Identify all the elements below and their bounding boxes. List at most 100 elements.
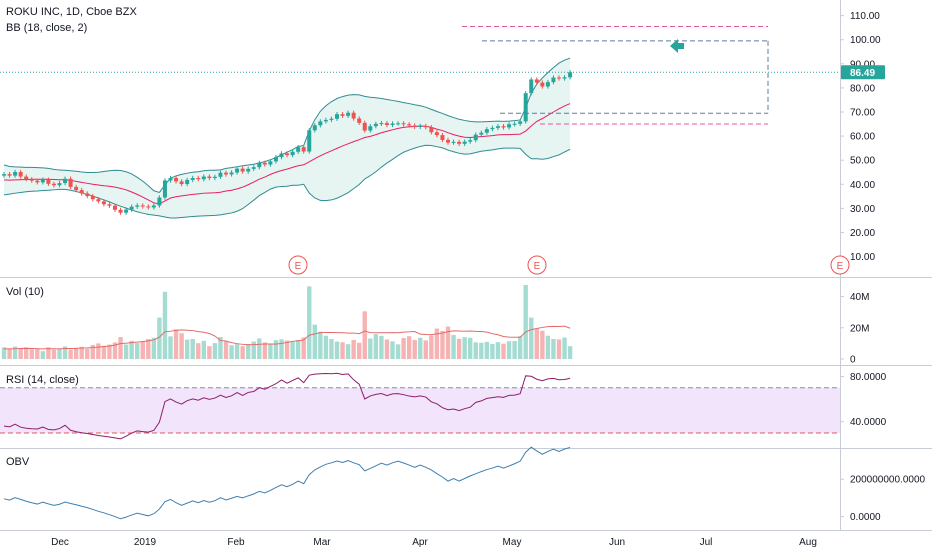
volume-bar [379, 335, 384, 359]
volume-bar [384, 339, 390, 359]
candle-body [101, 201, 106, 205]
price-tick-label: 50.00 [850, 156, 875, 167]
candle-body [74, 186, 79, 191]
time-tick-label: 2019 [134, 537, 157, 548]
price-tick-label: 10.00 [850, 252, 875, 263]
time-tick-label: Apr [412, 537, 428, 548]
volume-bar [484, 341, 490, 359]
candle-body [557, 77, 561, 79]
earnings-marker [527, 255, 547, 275]
volume-bar [24, 347, 29, 359]
volume-bar [284, 340, 290, 359]
candle-body [185, 179, 190, 185]
volume-bar [73, 347, 79, 359]
volume-bar [151, 337, 157, 359]
candle-body [251, 167, 256, 169]
obv-line [3, 446, 571, 520]
volume-bar [118, 337, 123, 359]
volume-bar [551, 339, 556, 359]
time-tick-label: May [503, 537, 522, 548]
candle-body [446, 139, 450, 143]
volume-tick-label: 0 [850, 355, 856, 366]
candle-body [373, 123, 378, 127]
candle-body [462, 141, 467, 144]
candle-body [229, 172, 234, 175]
candle-body [490, 127, 495, 130]
volume-bar [368, 338, 373, 359]
price-tick-label: 60.00 [850, 132, 875, 143]
candle-body [240, 168, 245, 172]
volume-tick-label: 20M [850, 323, 869, 334]
volume-bar [357, 342, 362, 359]
volume-bar [173, 329, 179, 359]
volume-bar [307, 286, 312, 359]
candle-body [418, 125, 423, 127]
volume-bar [90, 344, 95, 359]
earnings-marker-label: E [837, 261, 844, 272]
candle-body [562, 77, 567, 79]
candle-body [329, 118, 334, 120]
candle-body [57, 183, 62, 186]
volume-bar [512, 341, 517, 359]
candle-body [534, 79, 539, 83]
candle-body [129, 206, 134, 210]
candle-body [540, 82, 545, 87]
current-price-label: 86.49 [850, 68, 875, 79]
volume-bar [179, 333, 184, 359]
candle-body [124, 209, 129, 213]
volume-bar [62, 346, 68, 359]
rsi-tick-label: 80.0000 [850, 372, 887, 383]
volume-bar [406, 336, 412, 359]
candle-body [390, 123, 395, 126]
candle-body [190, 178, 195, 180]
candle-body [268, 161, 273, 165]
volume-tick-label: 40M [850, 292, 869, 303]
candle-body [224, 172, 228, 175]
volume-bar [262, 342, 268, 359]
volume-bar [440, 330, 445, 359]
candle-body [379, 123, 384, 125]
volume-bar [168, 336, 173, 359]
volume-bar [329, 339, 334, 359]
candle-body [401, 123, 406, 125]
candle-body [79, 190, 84, 194]
candle-body [518, 121, 523, 124]
volume-bar [196, 343, 201, 359]
candle-body [468, 140, 473, 142]
volume-bar [517, 336, 523, 359]
candle-body [68, 178, 73, 187]
earnings-marker [830, 255, 850, 275]
volume-bar [495, 342, 501, 359]
candle-body [357, 118, 362, 123]
volume-bar [246, 344, 251, 359]
volume-bar [218, 336, 223, 359]
time-tick-label: Jun [609, 537, 625, 548]
price-tick-label: 100.00 [850, 35, 881, 46]
candle-body [312, 125, 317, 131]
volume-bar [68, 349, 73, 359]
volume-bar [362, 311, 367, 359]
volume-bar [351, 339, 356, 359]
candle-body [51, 183, 56, 186]
volume-bar [429, 335, 434, 359]
candle-body [218, 172, 223, 177]
time-tick-label: Aug [799, 537, 817, 548]
candle-body [235, 168, 240, 173]
candle-body [168, 178, 173, 181]
candle-body [262, 162, 267, 165]
volume-bar [556, 339, 562, 359]
candle-body [479, 132, 484, 135]
candle-body [335, 114, 339, 119]
volume-bar [456, 338, 462, 359]
volume-bar [451, 334, 456, 359]
volume-bar [323, 335, 329, 359]
candle-body [146, 206, 151, 208]
candle-body [407, 124, 412, 126]
volume-bar [418, 337, 423, 359]
candle-body [113, 205, 117, 210]
volume-bar [257, 338, 262, 359]
volume-bar [506, 341, 512, 359]
volume-bar [107, 344, 112, 359]
candle-body [307, 130, 312, 152]
